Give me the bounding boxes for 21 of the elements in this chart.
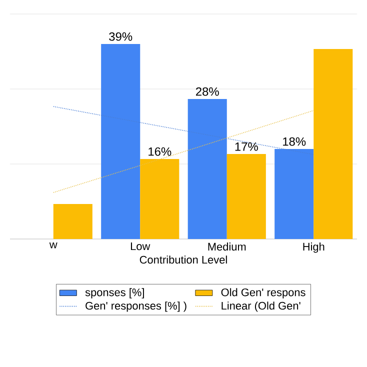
data-label: 17%	[235, 142, 258, 151]
x-tick-label: Low	[130, 242, 150, 250]
x-tick-label: High	[303, 242, 324, 253]
legend-label: Old Gen' respons	[221, 288, 306, 298]
x-tick-label: Medium	[208, 242, 246, 251]
bar	[101, 44, 140, 239]
bar	[314, 49, 353, 239]
legend-label: sponses [%]	[85, 288, 144, 298]
data-label: 16%	[148, 147, 172, 156]
legend-label: Linear (Old Gen'	[222, 302, 300, 312]
legend-label: Gen' responses [%] )	[86, 302, 186, 312]
data-label: 18%	[283, 137, 306, 146]
data-label: 39%	[109, 32, 132, 41]
x-axis-title: Contribution Level	[140, 256, 227, 264]
x-tick-label: w	[49, 242, 58, 248]
data-label: 28%	[196, 87, 219, 96]
bar	[140, 159, 180, 239]
bar	[188, 99, 227, 239]
bar	[53, 204, 92, 239]
bar	[274, 149, 314, 239]
bar	[226, 154, 266, 239]
